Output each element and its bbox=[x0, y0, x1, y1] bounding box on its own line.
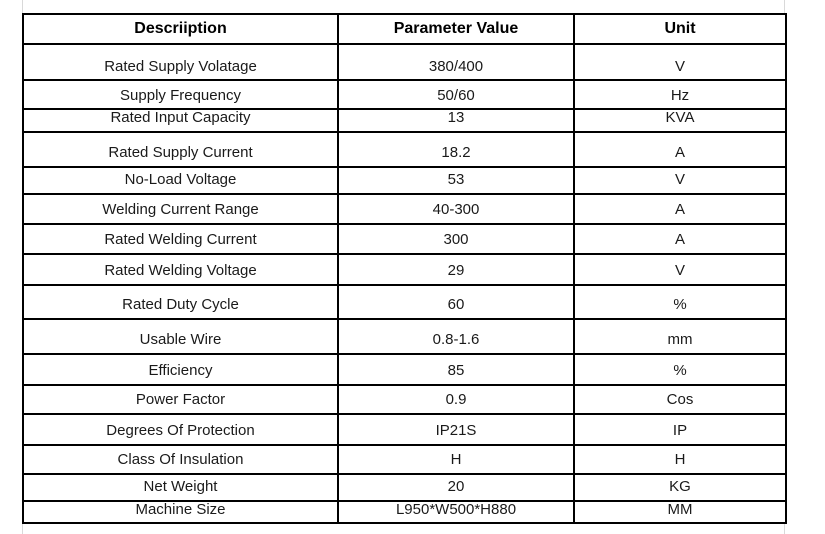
cell-value: 60 bbox=[337, 283, 575, 320]
cell-value: 0.9 bbox=[337, 383, 575, 415]
cell-description: Rated Duty Cycle bbox=[22, 283, 339, 320]
cell-description: Efficiency bbox=[22, 352, 339, 386]
cell-unit: Cos bbox=[573, 383, 787, 415]
cell-description: No-Load Voltage bbox=[22, 165, 339, 195]
table-row: Class Of Insulation H H bbox=[22, 443, 787, 475]
table-row: Rated Input Capacity 13 KVA bbox=[22, 108, 787, 133]
cell-value: 53 bbox=[337, 165, 575, 195]
cell-unit: A bbox=[573, 130, 787, 168]
cell-value: L950*W500*H880 bbox=[337, 499, 575, 524]
cell-unit: Hz bbox=[573, 79, 787, 110]
cell-unit: V bbox=[573, 165, 787, 195]
cell-unit: mm bbox=[573, 317, 787, 355]
table-row: Net Weight 20 KG bbox=[22, 472, 787, 502]
cell-unit: KG bbox=[573, 472, 787, 502]
cell-value: 380/400 bbox=[337, 43, 575, 81]
cell-value: 85 bbox=[337, 352, 575, 386]
header-unit: Unit bbox=[573, 13, 787, 45]
cell-unit: KVA bbox=[573, 108, 787, 133]
cell-description: Rated Supply Current bbox=[22, 130, 339, 168]
cell-value: 0.8-1.6 bbox=[337, 317, 575, 355]
cell-description: Rated Input Capacity bbox=[22, 108, 339, 133]
cell-unit: V bbox=[573, 43, 787, 81]
table-row: Usable Wire 0.8-1.6 mm bbox=[22, 317, 787, 355]
cell-unit: MM bbox=[573, 499, 787, 524]
table-row: Welding Current Range 40-300 A bbox=[22, 192, 787, 225]
cell-value: 13 bbox=[337, 108, 575, 133]
table-row: Degrees Of Protection IP21S IP bbox=[22, 412, 787, 446]
cell-unit: A bbox=[573, 222, 787, 255]
cell-description: Class Of Insulation bbox=[22, 443, 339, 475]
table-row: Rated Supply Current 18.2 A bbox=[22, 130, 787, 168]
table-row: Machine Size L950*W500*H880 MM bbox=[22, 499, 787, 524]
cell-unit: % bbox=[573, 352, 787, 386]
cell-description: Rated Welding Current bbox=[22, 222, 339, 255]
cell-value: 18.2 bbox=[337, 130, 575, 168]
spec-table: Descriiption Parameter Value Unit Rated … bbox=[22, 13, 787, 524]
table-row: Power Factor 0.9 Cos bbox=[22, 383, 787, 415]
cell-unit: A bbox=[573, 192, 787, 225]
cell-description: Usable Wire bbox=[22, 317, 339, 355]
table-row: Rated Supply Volatage 380/400 V bbox=[22, 43, 787, 81]
cell-description: Rated Supply Volatage bbox=[22, 43, 339, 81]
table-row: Efficiency 85 % bbox=[22, 352, 787, 386]
cell-value: IP21S bbox=[337, 412, 575, 446]
cell-value: H bbox=[337, 443, 575, 475]
cell-description: Rated Welding Voltage bbox=[22, 252, 339, 286]
cell-value: 29 bbox=[337, 252, 575, 286]
cell-description: Degrees Of Protection bbox=[22, 412, 339, 446]
table-row: No-Load Voltage 53 V bbox=[22, 165, 787, 195]
cell-value: 20 bbox=[337, 472, 575, 502]
cell-value: 50/60 bbox=[337, 79, 575, 110]
table-row: Supply Frequency 50/60 Hz bbox=[22, 79, 787, 110]
cell-description: Machine Size bbox=[22, 499, 339, 524]
header-description: Descriiption bbox=[22, 13, 339, 45]
cell-unit: V bbox=[573, 252, 787, 286]
cell-description: Supply Frequency bbox=[22, 79, 339, 110]
table-row: Rated Welding Current 300 A bbox=[22, 222, 787, 255]
table-row: Rated Duty Cycle 60 % bbox=[22, 283, 787, 320]
cell-value: 40-300 bbox=[337, 192, 575, 225]
cell-description: Welding Current Range bbox=[22, 192, 339, 225]
cell-unit: H bbox=[573, 443, 787, 475]
cell-value: 300 bbox=[337, 222, 575, 255]
cell-unit: IP bbox=[573, 412, 787, 446]
cell-unit: % bbox=[573, 283, 787, 320]
header-parameter-value: Parameter Value bbox=[337, 13, 575, 45]
table-row: Rated Welding Voltage 29 V bbox=[22, 252, 787, 286]
table-header-row: Descriiption Parameter Value Unit bbox=[22, 13, 787, 45]
cell-description: Net Weight bbox=[22, 472, 339, 502]
cell-description: Power Factor bbox=[22, 383, 339, 415]
